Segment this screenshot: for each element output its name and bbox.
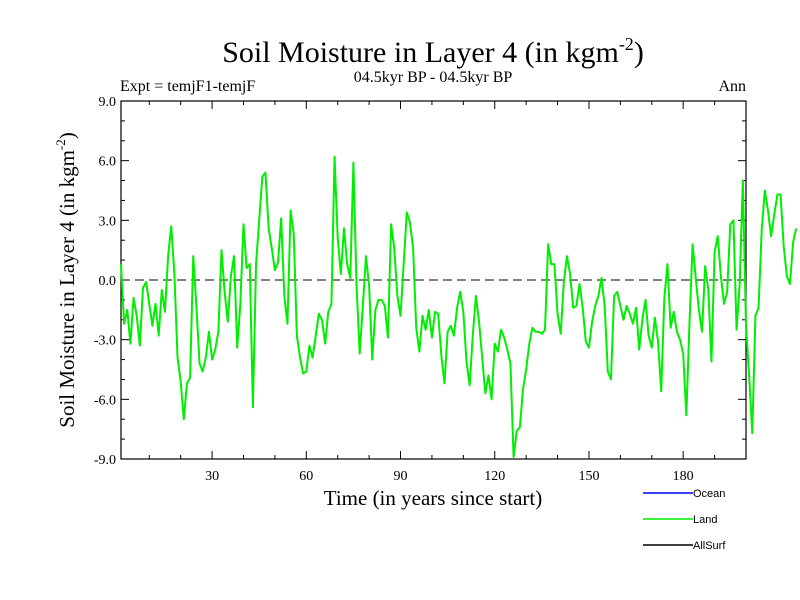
legend: Ocean Land AllSurf [643,488,726,552]
y-axis-title: Soil Moisture in Layer 4 (in kgm-2) [53,132,79,427]
y-tick-label: -9.0 [94,453,116,468]
y-tick-label: -3.0 [94,334,116,349]
x-tick-label: 60 [299,469,313,484]
x-tick-label: 30 [205,469,219,484]
x-axis-ticks: 30 60 90 120 150 180 [148,101,716,484]
legend-label-land: Land [693,514,717,526]
subtitle-experiment: Expt = temjF1-temjF [120,78,255,95]
y-tick-label: 9.0 [99,95,117,110]
chart-title-main: Soil Moisture in Layer 4 (in kgm [222,36,619,69]
x-axis-title: Time (in years since start) [324,486,543,510]
x-tick-label: 180 [673,469,694,484]
y-tick-label: 0.0 [99,274,117,289]
chart-title-superscript: -2 [619,34,634,54]
x-tick-label: 120 [484,469,505,484]
chart-title-close: ) [634,36,644,69]
subtitle-period: 04.5kyr BP - 04.5kyr BP [354,69,513,86]
series-line-land [120,155,798,459]
subtitle-season: Ann [718,78,746,95]
series-group [120,155,798,459]
y-tick-label: 6.0 [99,155,117,170]
y-axis-title-superscript: -2 [53,139,68,150]
y-axis-ticks: -9.0 -6.0 -3.0 0.0 3.0 6.0 9.0 [94,95,746,468]
x-tick-label: 150 [578,469,599,484]
legend-label-allsurf: AllSurf [693,540,726,552]
y-axis-title-main: Soil Moisture in Layer 4 (in kgm [55,150,79,428]
y-tick-label: -6.0 [94,393,116,408]
chart-title: Soil Moisture in Layer 4 (in kgm-2) [222,34,644,69]
y-axis-title-close: ) [55,132,79,139]
y-tick-label: 3.0 [99,214,117,229]
legend-label-ocean: Ocean [693,488,725,500]
x-tick-label: 90 [394,469,408,484]
